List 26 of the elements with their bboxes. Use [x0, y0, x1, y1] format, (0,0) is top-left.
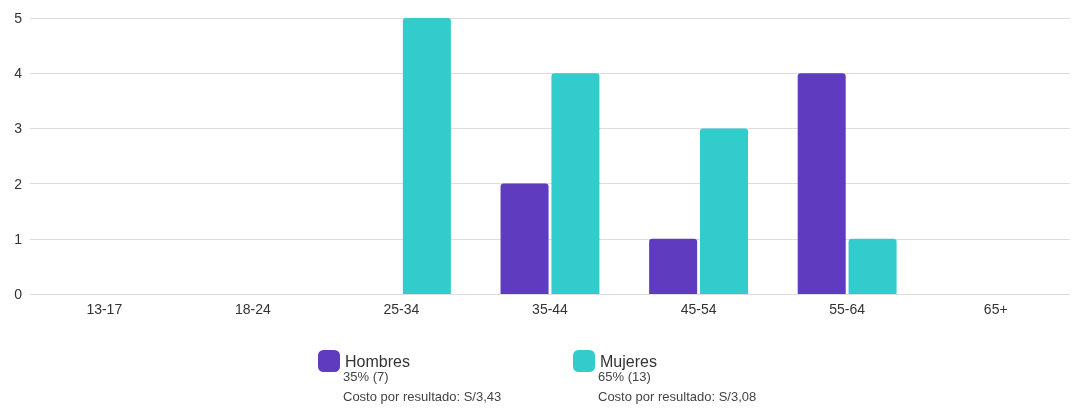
x-tick-label: 45-54 — [680, 301, 717, 317]
x-tick-label: 18-24 — [234, 301, 271, 317]
x-tick-label: 13-17 — [86, 301, 123, 317]
y-tick-label: 1 — [14, 230, 23, 247]
bar — [848, 238, 897, 294]
y-tick-label: 2 — [14, 175, 23, 192]
y-tick-label: 0 — [14, 286, 23, 302]
y-tick-label: 4 — [14, 65, 23, 82]
y-tick-label: 3 — [14, 120, 23, 137]
legend-label: Mujeres — [600, 352, 657, 370]
bar — [700, 128, 749, 294]
bar — [649, 238, 698, 294]
x-tick-label: 25-34 — [383, 301, 420, 317]
bar — [551, 73, 600, 294]
legend-label: Hombres — [345, 352, 410, 370]
bar — [402, 18, 451, 294]
x-tick-label: 55-64 — [829, 301, 866, 317]
text: Costo por resultado: S/3,08 — [598, 389, 757, 404]
text: 35% (7) — [343, 369, 389, 384]
x-tick-label: 65+ — [983, 301, 1008, 317]
text: 65% (13) — [598, 369, 651, 384]
x-tick-label: 35-44 — [532, 301, 569, 317]
y-tick-label: 5 — [14, 10, 23, 26]
bar — [797, 73, 846, 294]
text: Costo por resultado: S/3,43 — [343, 389, 502, 404]
bar — [500, 183, 549, 294]
